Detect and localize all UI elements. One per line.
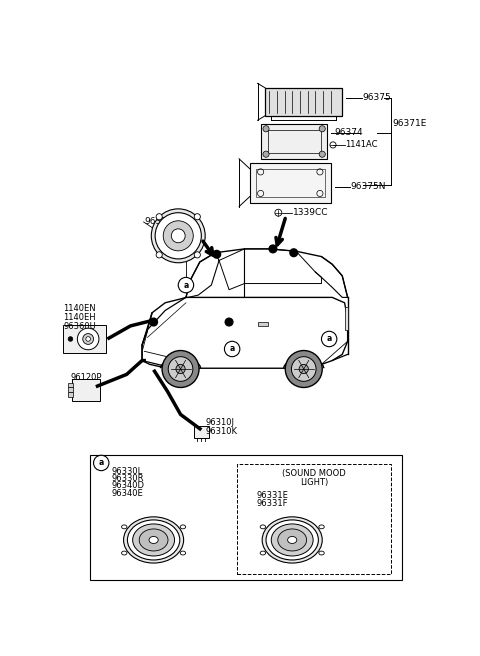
Circle shape	[68, 337, 73, 341]
Bar	[68, 383, 73, 388]
Bar	[262, 124, 327, 159]
Ellipse shape	[319, 551, 324, 555]
Ellipse shape	[123, 517, 184, 563]
Text: 1140EH: 1140EH	[63, 313, 96, 322]
Ellipse shape	[288, 537, 297, 543]
Ellipse shape	[271, 524, 313, 556]
Circle shape	[319, 126, 325, 132]
Circle shape	[94, 455, 109, 470]
Circle shape	[162, 350, 199, 388]
Circle shape	[171, 229, 185, 243]
Text: a: a	[326, 335, 332, 344]
Ellipse shape	[319, 525, 324, 529]
Bar	[250, 163, 331, 203]
Circle shape	[155, 213, 201, 259]
Ellipse shape	[260, 551, 265, 555]
Bar	[193, 426, 209, 438]
Ellipse shape	[139, 529, 168, 551]
Bar	[258, 322, 268, 326]
Circle shape	[156, 214, 162, 220]
Text: 96375: 96375	[362, 93, 391, 102]
Circle shape	[299, 364, 308, 374]
Text: 96340E: 96340E	[111, 489, 143, 498]
Circle shape	[291, 357, 316, 381]
Circle shape	[178, 277, 193, 293]
Text: 96331F: 96331F	[256, 499, 288, 508]
Circle shape	[77, 328, 99, 350]
Text: 96371E: 96371E	[392, 119, 427, 127]
Text: a: a	[229, 344, 235, 354]
Circle shape	[86, 337, 90, 341]
Text: 96340D: 96340D	[111, 482, 144, 491]
Circle shape	[150, 318, 157, 326]
Ellipse shape	[260, 525, 265, 529]
Circle shape	[323, 334, 331, 341]
Bar	[237, 464, 391, 574]
Circle shape	[194, 252, 200, 258]
Ellipse shape	[180, 525, 186, 529]
Text: 96331E: 96331E	[256, 491, 288, 500]
Circle shape	[263, 126, 269, 132]
Ellipse shape	[127, 520, 180, 560]
Ellipse shape	[278, 529, 307, 551]
Circle shape	[225, 318, 233, 326]
Ellipse shape	[149, 537, 158, 543]
Circle shape	[319, 151, 325, 157]
Text: (SOUND MOOD: (SOUND MOOD	[282, 469, 346, 478]
Text: 96374: 96374	[335, 129, 363, 137]
Bar	[256, 169, 324, 197]
Bar	[63, 325, 106, 353]
Circle shape	[263, 151, 269, 157]
Bar	[72, 379, 100, 401]
Text: 96330L: 96330L	[111, 467, 143, 476]
Text: 96330R: 96330R	[111, 474, 144, 483]
Ellipse shape	[180, 551, 186, 555]
Text: 1140EN: 1140EN	[63, 304, 96, 313]
Text: a: a	[98, 459, 104, 468]
Text: 96360U: 96360U	[63, 322, 96, 331]
Text: LIGHT): LIGHT)	[300, 478, 328, 487]
Circle shape	[194, 214, 200, 220]
Text: a: a	[183, 281, 189, 289]
Text: 1339CC: 1339CC	[293, 208, 328, 217]
Circle shape	[225, 341, 240, 357]
Bar	[90, 455, 402, 580]
Ellipse shape	[262, 517, 322, 563]
Circle shape	[285, 350, 322, 388]
Circle shape	[322, 331, 337, 346]
Text: 96375N: 96375N	[351, 182, 386, 191]
Ellipse shape	[266, 520, 318, 560]
Bar	[267, 131, 321, 153]
Circle shape	[163, 221, 193, 251]
Circle shape	[290, 249, 298, 256]
Circle shape	[269, 245, 277, 253]
Ellipse shape	[132, 524, 175, 556]
Text: 1141AC: 1141AC	[345, 140, 378, 150]
Circle shape	[176, 364, 185, 374]
Circle shape	[168, 357, 193, 381]
Circle shape	[83, 334, 94, 344]
Bar	[345, 306, 348, 330]
Bar	[265, 88, 342, 115]
Circle shape	[156, 252, 162, 258]
Text: 96310J: 96310J	[206, 418, 235, 426]
Ellipse shape	[121, 525, 127, 529]
Text: 96120P: 96120P	[71, 373, 102, 382]
Text: 96310K: 96310K	[206, 427, 238, 436]
Bar	[68, 392, 73, 397]
Ellipse shape	[121, 551, 127, 555]
Text: 96371: 96371	[144, 217, 173, 226]
Circle shape	[151, 209, 205, 263]
Circle shape	[213, 251, 221, 258]
Bar	[68, 388, 73, 392]
